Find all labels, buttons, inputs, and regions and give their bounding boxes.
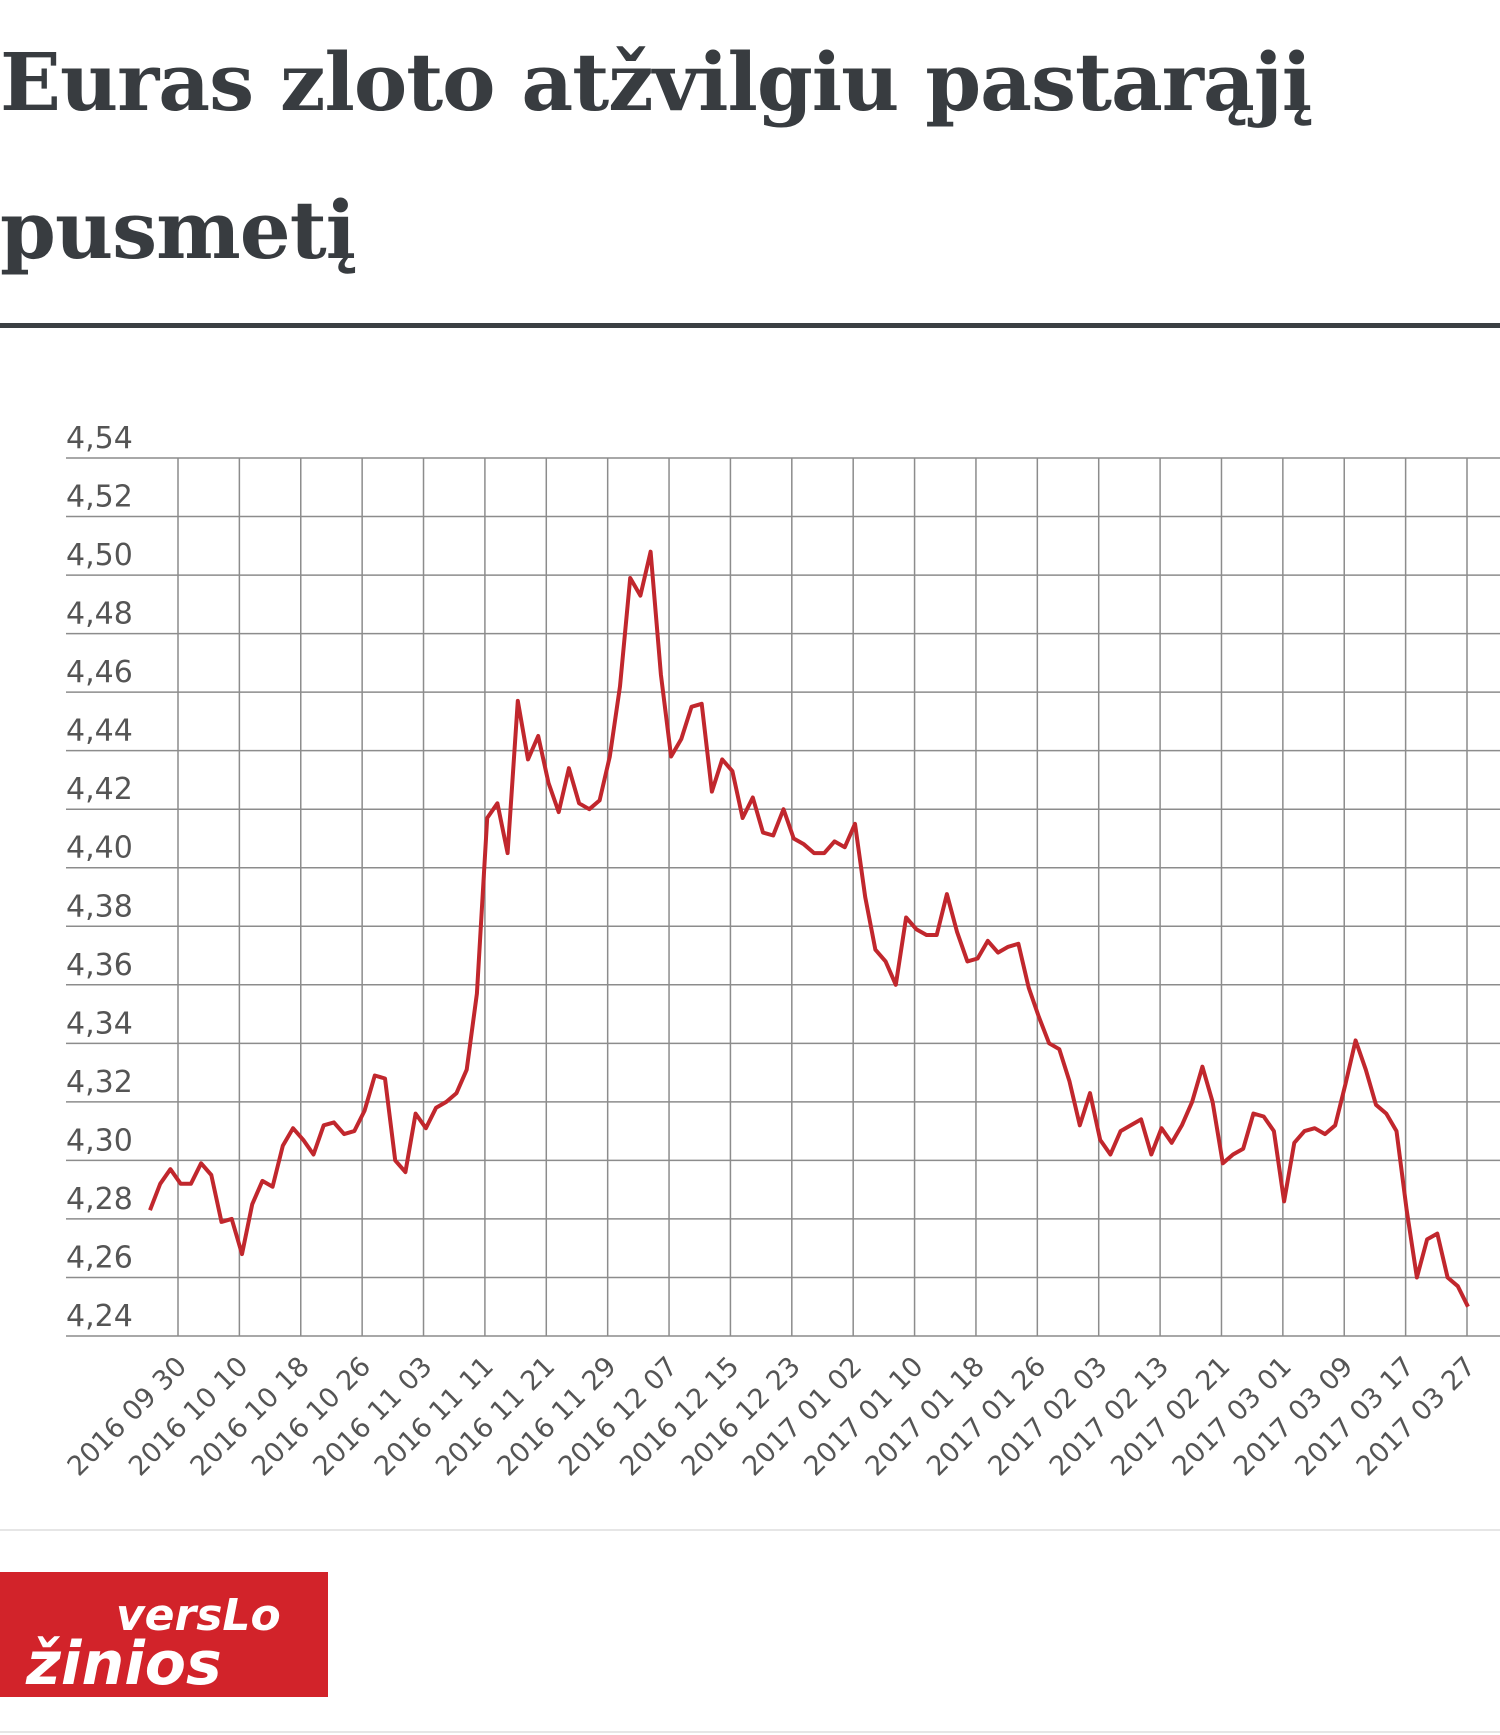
series-group <box>148 549 1470 1308</box>
y-axis-ticks: 4,54 4,52 4,50 4,48 4,46 4,44 4,42 4,40 4,38 4,36… <box>66 421 133 1334</box>
y-tick-label: 4,26 <box>66 1240 133 1275</box>
y-tick-label: 4,52 <box>66 480 133 515</box>
verslo-zinios-logo: versLo žinios <box>0 1572 328 1697</box>
y-tick-label: 4,50 <box>66 538 133 573</box>
chart-grid <box>66 457 1500 1337</box>
title-divider <box>0 323 1500 328</box>
y-tick-label: 4,28 <box>66 1182 133 1217</box>
y-tick-label: 4,30 <box>66 1123 133 1158</box>
logo-line1: versLo <box>116 1590 281 1641</box>
y-tick-label: 4,46 <box>66 655 133 690</box>
y-tick-label: 4,44 <box>66 714 133 749</box>
y-tick-label: 4,38 <box>66 889 133 924</box>
y-tick-label: 4,48 <box>66 597 133 632</box>
y-tick-label: 4,36 <box>66 948 133 983</box>
y-tick-label: 4,42 <box>66 772 133 807</box>
chart-title: Euras zloto atžvilgiu pastarąjį pusmetį <box>0 35 1312 277</box>
logo-line2: žinios <box>25 1629 222 1697</box>
y-tick-label: 4,40 <box>66 831 133 866</box>
y-tick-label: 4,32 <box>66 1065 133 1100</box>
bottom-divider <box>0 1731 1500 1733</box>
series-line <box>148 549 1470 1308</box>
line-chart: 4,54 4,52 4,50 4,48 4,46 4,44 4,42 4,40 4,38 4,36… <box>62 421 1500 1482</box>
footer-divider <box>0 1529 1500 1531</box>
y-tick-label: 4,34 <box>66 1006 133 1041</box>
y-tick-label: 4,54 <box>66 421 133 456</box>
y-tick-label: 4,24 <box>66 1299 133 1334</box>
